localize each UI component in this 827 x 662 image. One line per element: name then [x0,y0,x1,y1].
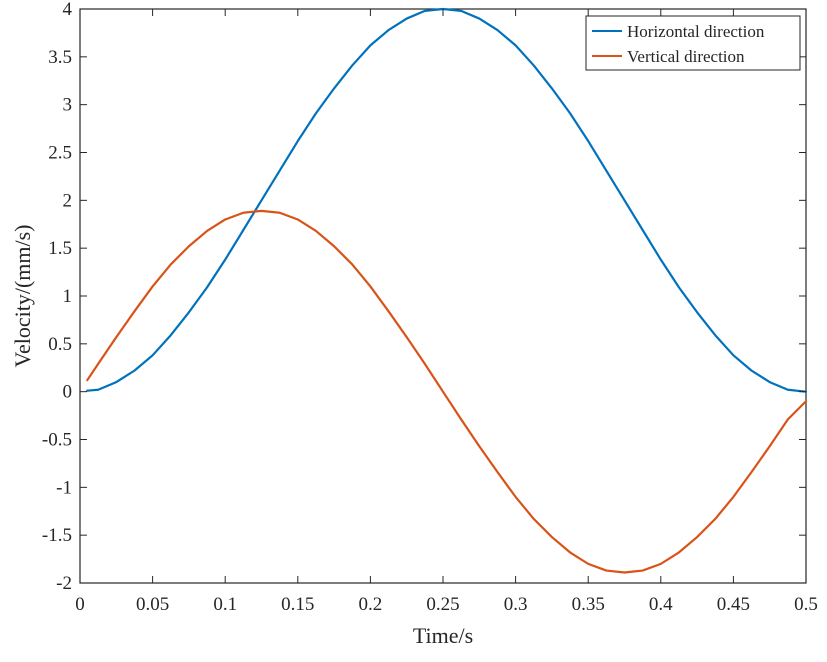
legend-box [585,15,801,71]
y-tick-label: 3.5 [48,47,72,68]
y-tick-label: 0.5 [48,334,72,355]
plot-area [79,8,807,584]
y-tick-label: 2.5 [48,143,72,164]
y-tick-labels: -2 -1.5 -1 -0.5 0 0.5 1 1.5 2 2.5 3 3.5 4 [42,0,73,594]
x-tick-label: 0.1 [213,594,237,615]
y-tick-label: -0.5 [42,430,72,451]
y-axis-label: Velocity/(mm/s) [10,225,35,368]
x-tick-labels: 0 0.05 0.1 0.15 0.2 0.25 0.3 0.35 0.4 0.45 0.5 [75,594,818,615]
x-tick-label: 0.25 [426,594,459,615]
legend-label-horizontal: Horizontal direction [627,22,765,41]
x-tick-label: 0.35 [572,594,605,615]
y-tick-label: 1.5 [48,238,72,259]
y-tick-label: 4 [63,0,73,20]
x-tick-label: 0.45 [717,594,750,615]
x-axis-label: Time/s [413,623,473,648]
legend-label-vertical: Vertical direction [627,47,745,66]
x-tick-label: 0.15 [281,594,314,615]
y-tick-label: 0 [63,382,73,403]
plot-frame [79,8,807,584]
x-tick-label: 0.2 [359,594,383,615]
y-tick-label: -1.5 [42,525,72,546]
y-tick-label: 3 [63,95,73,116]
x-tick-label: 0.5 [794,594,818,615]
x-tick-label: 0.05 [136,594,169,615]
x-tick-label: 0.3 [504,594,528,615]
legend: Horizontal direction Vertical direction [585,15,801,71]
ticks-layer [79,8,807,584]
y-tick-label: 2 [63,190,73,211]
series-line-vertical [86,209,808,574]
y-tick-label: 1 [63,286,73,307]
x-tick-label: 0.4 [649,594,673,615]
x-tick-label: 0 [75,594,85,615]
y-tick-label: -2 [56,573,72,594]
y-tick-label: -1 [56,477,72,498]
